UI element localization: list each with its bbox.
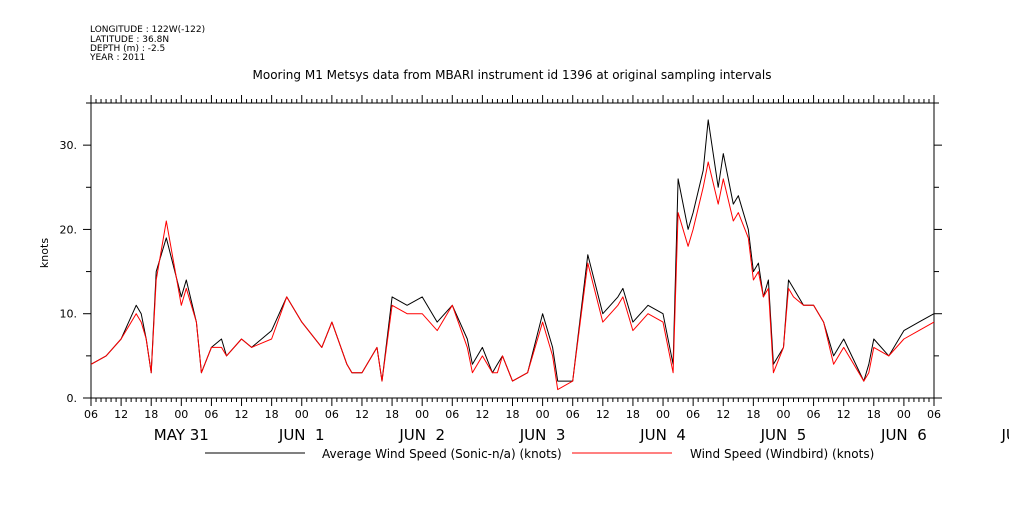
x-tick-label: 06	[204, 408, 218, 421]
series-windbird-wind-speed	[90, 161, 935, 391]
series-average-wind-speed	[90, 119, 935, 382]
x-tick-label: 12	[114, 408, 128, 421]
x-tick-label: 18	[385, 408, 399, 421]
x-tick-label: 00	[776, 408, 790, 421]
meta-year: YEAR : 2011	[89, 53, 145, 63]
x-tick-label: 18	[746, 408, 760, 421]
date-label: JUN 7	[1000, 426, 1009, 444]
x-tick-label: 00	[415, 408, 429, 421]
x-tick-label: 18	[867, 408, 881, 421]
x-tick-label: 12	[235, 408, 249, 421]
x-tick-label: 12	[716, 408, 730, 421]
x-tick-label: 12	[596, 408, 610, 421]
legend-label-average: Average Wind Speed (Sonic-n/a) (knots)	[322, 447, 562, 461]
x-tick-label: 18	[265, 408, 279, 421]
x-tick-label: 06	[566, 408, 580, 421]
x-tick-label: 00	[174, 408, 188, 421]
x-tick-label: 12	[475, 408, 489, 421]
x-tick-label: 06	[325, 408, 339, 421]
date-label: JUN 2	[398, 426, 445, 444]
date-label: MAY 31	[154, 426, 209, 444]
date-label: JUN 3	[519, 426, 566, 444]
date-label: JUN 4	[639, 426, 686, 444]
x-tick-label: 06	[807, 408, 821, 421]
y-tick-label: 30.	[60, 139, 78, 152]
y-axis-label: knots	[38, 238, 51, 268]
y-tick-label: 10.	[60, 308, 78, 321]
x-tick-label: 00	[536, 408, 550, 421]
legend-label-windbird: Wind Speed (Windbird) (knots)	[690, 447, 874, 461]
date-label: JUN 1	[278, 426, 325, 444]
series-lines	[90, 119, 935, 391]
meta-longitude: LONGITUDE : 122W(-122)	[90, 25, 205, 35]
axis-ticks	[83, 95, 942, 406]
x-tick-labels: 06 12 18 00 06 12 18 00 06 12 18 00 06 12 18 00 06 12 18 00…	[84, 408, 941, 421]
meta-latitude: LATITUDE : 36.8N	[90, 35, 169, 45]
x-tick-label: 18	[144, 408, 158, 421]
y-tick-label: 20.	[60, 223, 78, 236]
date-label: JUN 5	[760, 426, 807, 444]
plot-frame	[90, 102, 935, 399]
meta-depth: DEPTH (m) : -2.5	[90, 44, 165, 54]
x-tick-label: 12	[355, 408, 369, 421]
x-tick-label: 18	[506, 408, 520, 421]
x-tick-label: 00	[897, 408, 911, 421]
x-tick-label: 18	[626, 408, 640, 421]
date-labels: MAY 31 JUN 1 JUN 2 JUN 3 JUN 4 JUN 5 JUN 6 JUN …	[154, 426, 1009, 444]
x-tick-label: 06	[84, 408, 98, 421]
x-tick-label: 06	[686, 408, 700, 421]
x-tick-label: 00	[295, 408, 309, 421]
date-label: JUN 6	[880, 426, 927, 444]
x-tick-label: 06	[927, 408, 941, 421]
chart-title: Mooring M1 Metsys data from MBARI instru…	[253, 68, 772, 82]
x-tick-label: 06	[445, 408, 459, 421]
y-tick-label: 0.	[67, 392, 78, 405]
y-tick-labels: 0. 10. 20. 30.	[60, 139, 78, 405]
x-tick-label: 12	[837, 408, 851, 421]
x-tick-label: 00	[656, 408, 670, 421]
